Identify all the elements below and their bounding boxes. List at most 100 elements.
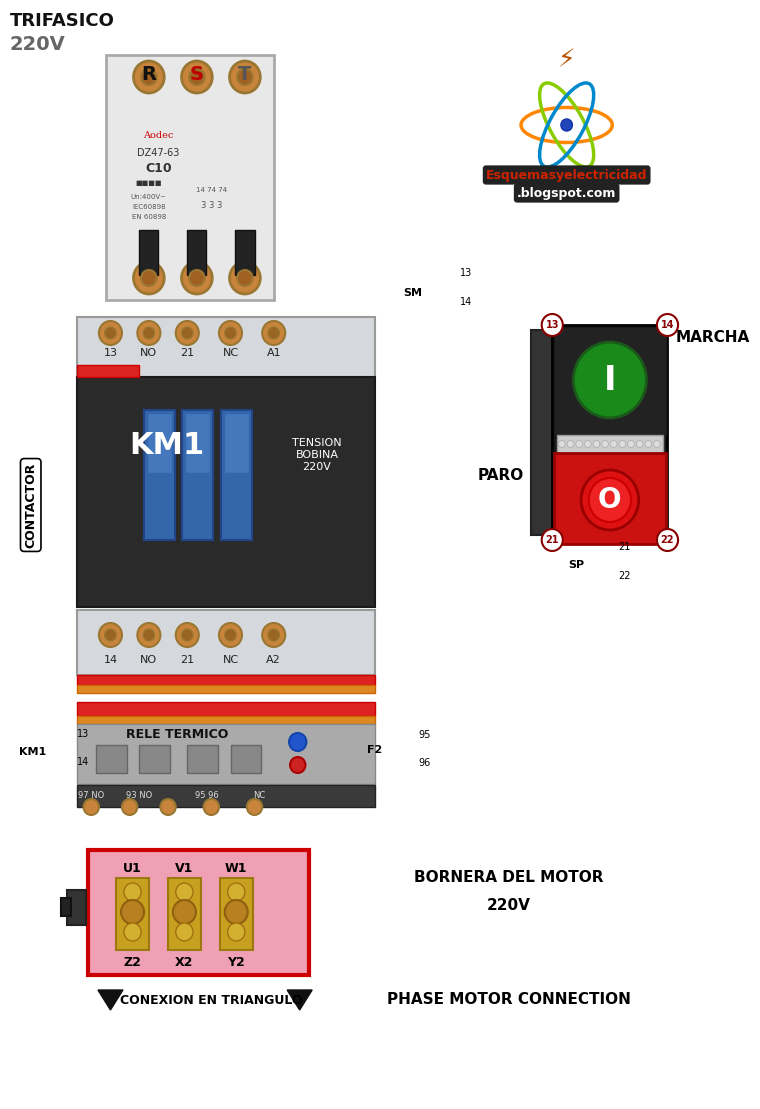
Circle shape	[225, 327, 236, 339]
Circle shape	[581, 470, 638, 530]
Circle shape	[160, 798, 176, 815]
Circle shape	[204, 798, 219, 815]
Circle shape	[141, 269, 157, 286]
Bar	[106, 55, 274, 301]
Circle shape	[124, 883, 141, 901]
Text: 14: 14	[660, 321, 674, 330]
Circle shape	[268, 629, 280, 641]
Text: O: O	[598, 486, 622, 513]
Circle shape	[602, 440, 609, 448]
Circle shape	[134, 262, 164, 294]
Text: 14: 14	[103, 655, 118, 665]
Bar	[531, 330, 553, 535]
Text: 21: 21	[619, 542, 631, 552]
Circle shape	[176, 923, 193, 942]
Bar	[72, 700, 379, 815]
Text: ⚡: ⚡	[558, 48, 575, 72]
Bar	[62, 898, 71, 916]
Circle shape	[138, 321, 160, 345]
Bar	[67, 891, 87, 925]
Circle shape	[84, 798, 99, 815]
Text: Z2: Z2	[124, 956, 141, 969]
Circle shape	[182, 61, 212, 93]
Circle shape	[182, 262, 212, 294]
Circle shape	[576, 440, 582, 448]
Circle shape	[176, 883, 193, 901]
Circle shape	[262, 623, 285, 647]
Text: NO: NO	[141, 655, 157, 665]
Text: 220V: 220V	[10, 35, 65, 54]
Bar	[96, 745, 127, 773]
Circle shape	[619, 440, 625, 448]
Circle shape	[99, 623, 122, 647]
Circle shape	[182, 327, 193, 339]
Circle shape	[99, 321, 122, 345]
Text: TRIFASICO: TRIFASICO	[10, 12, 115, 30]
Text: CONEXION EN TRIANGULO: CONEXION EN TRIANGULO	[120, 994, 302, 1007]
Text: I: I	[603, 364, 616, 397]
Circle shape	[589, 478, 631, 522]
Text: R: R	[141, 65, 157, 84]
Text: IEC60898: IEC60898	[132, 204, 166, 210]
Circle shape	[654, 440, 660, 448]
Circle shape	[105, 629, 116, 641]
Text: X2: X2	[176, 956, 194, 969]
Text: PHASE MOTOR CONNECTION: PHASE MOTOR CONNECTION	[387, 993, 631, 1007]
Circle shape	[262, 321, 285, 345]
Bar	[553, 325, 667, 540]
Text: 220V: 220V	[487, 897, 531, 913]
Text: 21: 21	[180, 655, 195, 665]
Bar	[77, 365, 139, 377]
Bar	[236, 230, 255, 275]
Circle shape	[143, 629, 154, 641]
Circle shape	[593, 440, 600, 448]
Bar	[116, 878, 149, 950]
Bar	[88, 849, 309, 975]
Bar	[230, 745, 261, 773]
Text: V1: V1	[176, 862, 194, 875]
Circle shape	[636, 440, 643, 448]
Circle shape	[225, 901, 248, 924]
Text: 21: 21	[546, 535, 559, 545]
Circle shape	[141, 69, 157, 85]
Text: TENSION
BOBINA
220V: TENSION BOBINA 220V	[292, 438, 342, 471]
Bar	[557, 435, 663, 452]
Text: CONTACTOR: CONTACTOR	[24, 462, 37, 548]
Text: W1: W1	[225, 862, 248, 875]
Text: ■■■■: ■■■■	[135, 180, 162, 186]
Bar	[554, 452, 666, 545]
Text: F2: F2	[367, 745, 382, 755]
Circle shape	[584, 440, 591, 448]
Bar	[77, 785, 375, 807]
Circle shape	[143, 327, 154, 339]
Bar	[187, 230, 207, 275]
Bar	[221, 410, 252, 540]
Bar	[77, 702, 375, 716]
Bar	[77, 685, 375, 693]
Circle shape	[573, 342, 646, 418]
Polygon shape	[98, 990, 123, 1010]
Text: 22: 22	[619, 571, 631, 581]
Bar	[144, 410, 175, 540]
Text: A2: A2	[266, 655, 281, 665]
Text: KM1: KM1	[19, 747, 46, 757]
Text: NO: NO	[141, 348, 157, 358]
Circle shape	[610, 440, 617, 448]
Circle shape	[559, 440, 565, 448]
Circle shape	[228, 923, 245, 942]
Circle shape	[628, 440, 635, 448]
Circle shape	[176, 321, 199, 345]
Bar	[147, 413, 172, 474]
Bar	[182, 410, 214, 540]
Text: A1: A1	[267, 348, 281, 358]
Text: 3 3 3: 3 3 3	[201, 201, 222, 210]
Text: 22: 22	[660, 535, 674, 545]
Bar	[77, 724, 375, 784]
Text: 96: 96	[419, 757, 431, 769]
Text: SP: SP	[568, 560, 584, 570]
Bar	[77, 377, 375, 607]
Text: SM: SM	[404, 288, 423, 298]
Bar	[187, 745, 218, 773]
Circle shape	[645, 440, 651, 448]
Text: 13: 13	[103, 348, 118, 358]
